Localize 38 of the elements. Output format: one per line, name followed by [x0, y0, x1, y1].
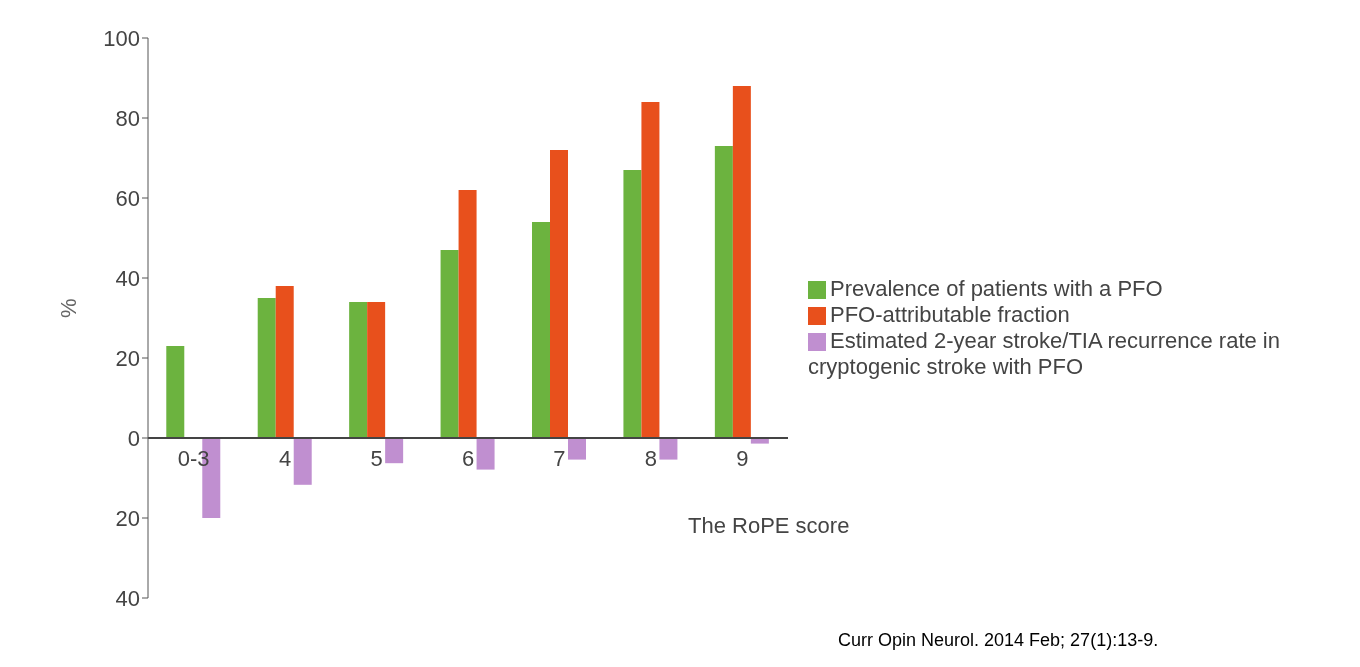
x-tick-label: 5	[370, 446, 383, 471]
text: Curr Opin Neurol. 2014 Feb; 27(1):13-9.	[838, 630, 1159, 651]
legend-label: Prevalence of patients with a PFO	[830, 276, 1163, 301]
bar	[659, 438, 678, 460]
bar	[367, 302, 386, 438]
y-tick-label: 40	[115, 585, 140, 611]
bar	[568, 438, 586, 460]
bar	[166, 346, 185, 438]
x-tick-label: 6	[461, 446, 475, 471]
y-tick-label: 100	[103, 25, 140, 51]
bar	[714, 146, 733, 438]
x-tick-label: 7	[553, 446, 566, 471]
bar	[440, 250, 459, 438]
x-tick-label: 8	[644, 446, 657, 471]
y-axis-title: %	[55, 298, 81, 318]
bar	[293, 438, 312, 485]
bar	[623, 170, 642, 438]
y-tick-label: 0	[127, 425, 140, 451]
y-tick-label: 40	[115, 265, 140, 291]
bar	[257, 298, 276, 438]
bar	[275, 286, 294, 438]
legend-label: Estimated 2-year stroke/TIA recurrence rate in cryptogenic stroke with PFO	[808, 328, 1280, 379]
y-tick-label: 20	[115, 505, 140, 531]
x-tick-label: 4	[279, 446, 292, 471]
y-tick-label: 80	[115, 105, 140, 131]
bar	[476, 438, 495, 470]
legend-label: PFO-attributable fraction	[830, 302, 1070, 327]
y-tick-label: 20	[115, 345, 140, 371]
x-axis-title: The RoPE score	[688, 513, 850, 539]
bar	[349, 302, 368, 438]
y-tick-label: 60	[115, 185, 140, 211]
bar	[458, 190, 477, 438]
bar	[385, 438, 404, 464]
bar	[732, 86, 751, 438]
bar	[641, 102, 660, 438]
bar	[532, 222, 550, 438]
bar	[550, 150, 568, 438]
x-tick-label: 9	[736, 446, 749, 471]
